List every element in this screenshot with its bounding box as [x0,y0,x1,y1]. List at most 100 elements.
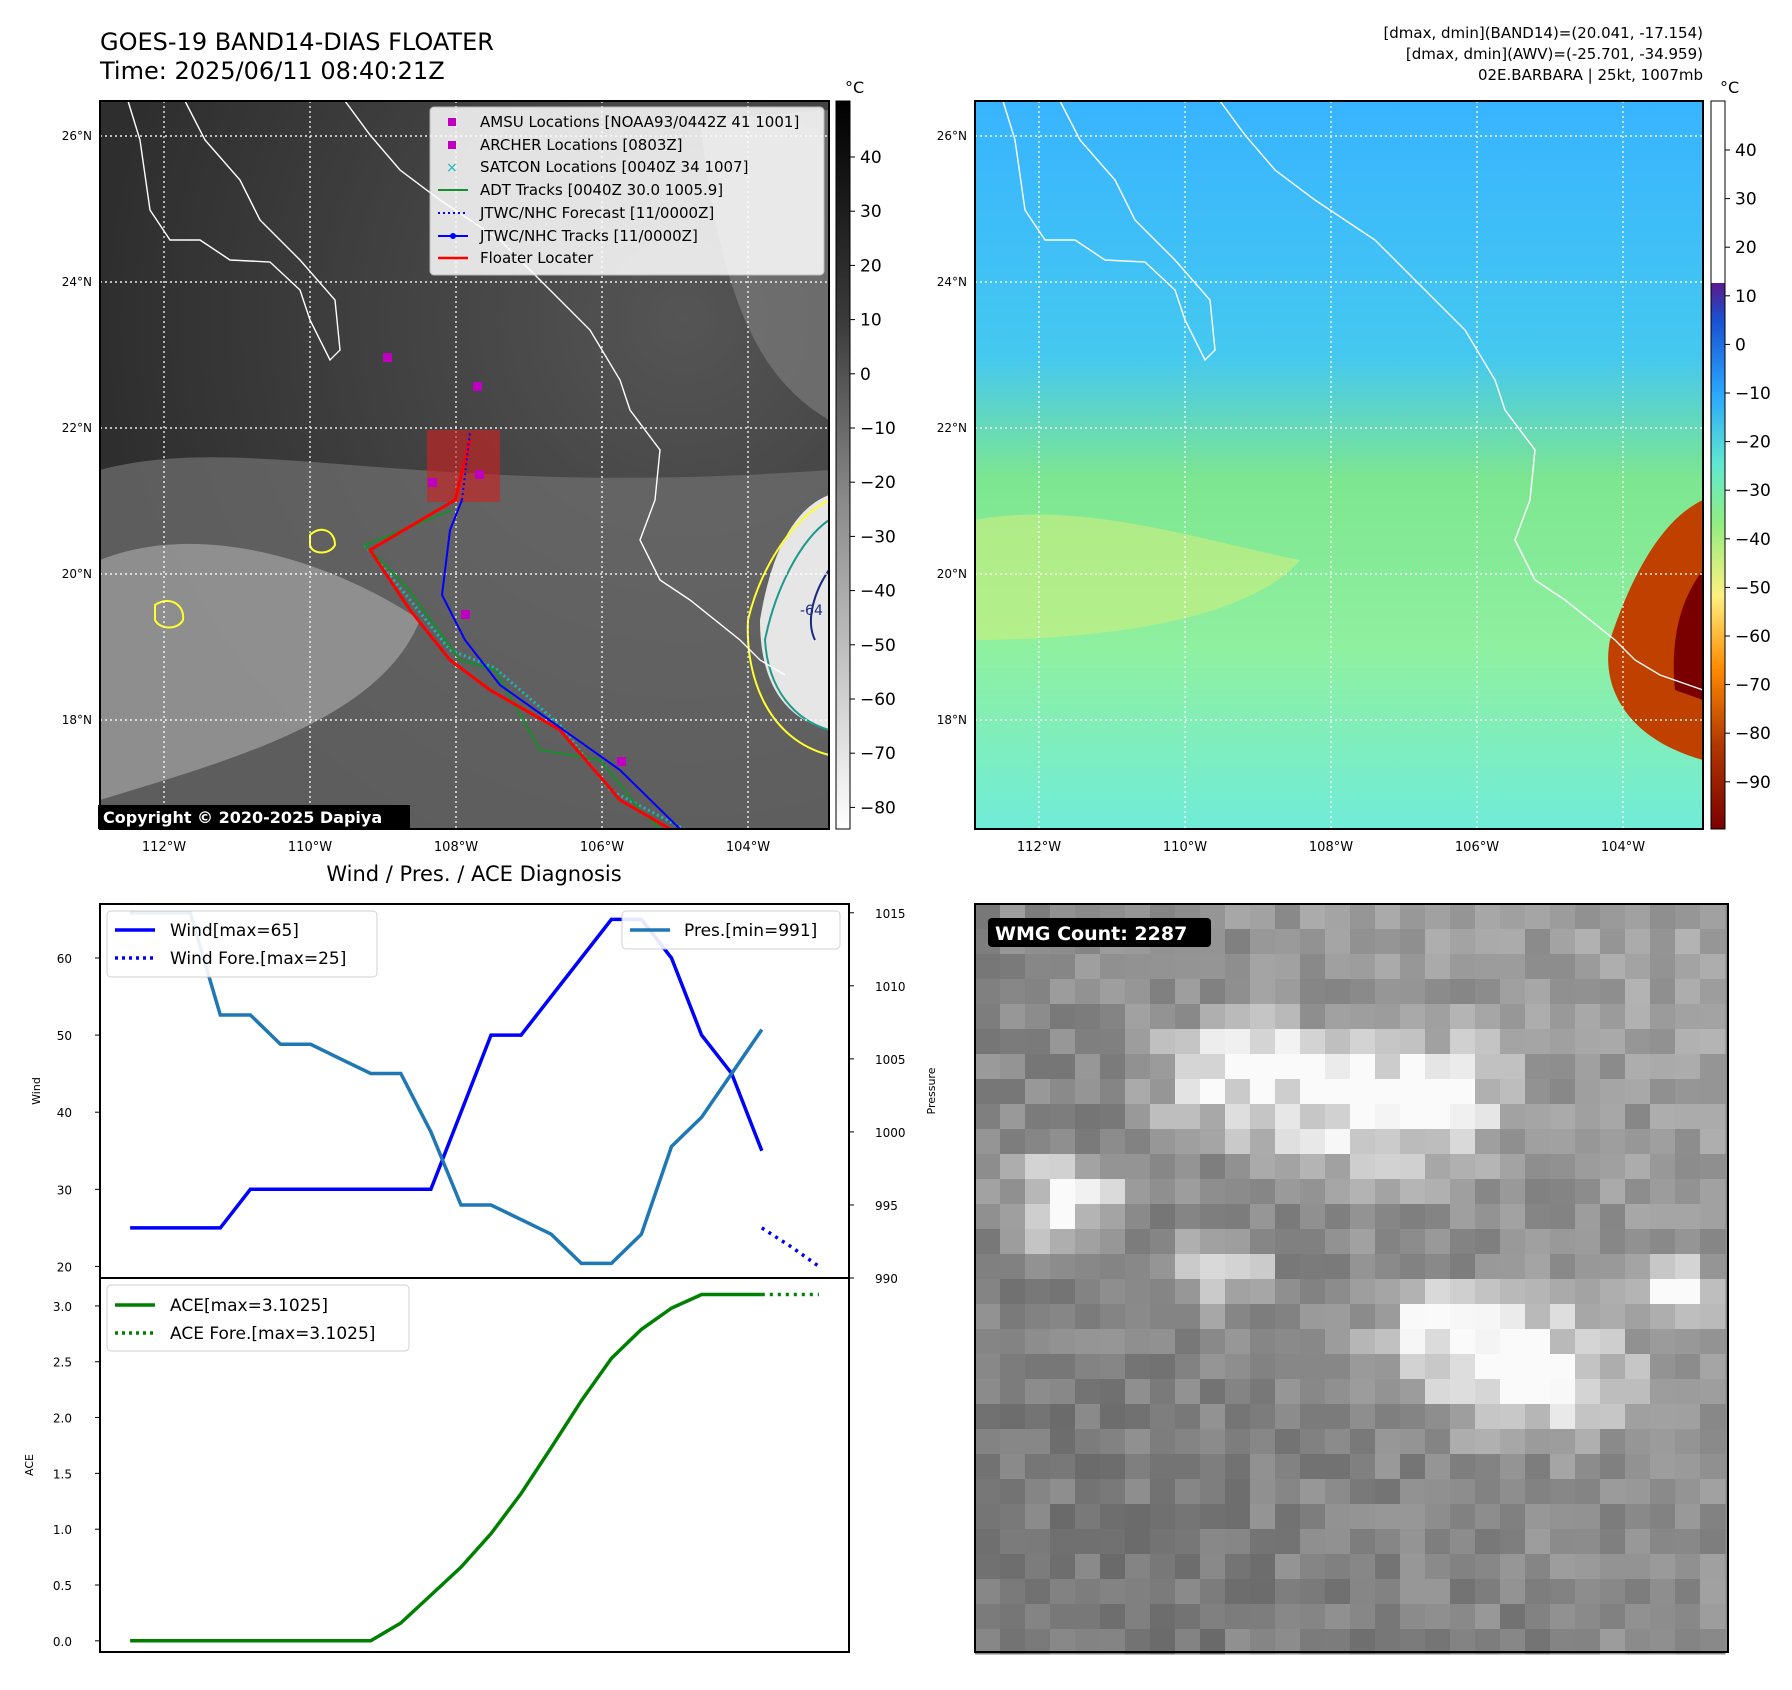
wmg-pixel [1200,1554,1226,1580]
pressure-legend: Pres.[min=991] [621,910,841,950]
wmg-pixel [1275,929,1301,955]
ace-axis-label: ACE [23,1454,36,1476]
wmg-pixel [1425,1229,1451,1255]
wmg-pixel [1375,1154,1401,1180]
wmg-pixel [1225,1479,1251,1505]
wmg-pixel [1375,979,1401,1005]
wmg-pixel [1175,1104,1201,1130]
legend-marker-archer [448,141,456,149]
wmg-pixel [1200,1479,1226,1505]
wmg-pixel [1675,1154,1701,1180]
wmg-pixel [1150,1254,1176,1280]
wmg-pixel [1100,1029,1126,1055]
wmg-pixel [1400,1404,1426,1430]
wmg-pixel [1400,1129,1426,1155]
legend-label-floater: Floater Locater [480,249,594,267]
ace-y-tick-label: 1.5 [53,1467,72,1481]
wmg-pixel [1600,1554,1626,1580]
wmg-pixel [1425,1054,1451,1080]
wmg-pixel [1350,1604,1376,1630]
wmg-pixel [1575,1154,1601,1180]
wmg-pixel [1175,1579,1201,1605]
wmg-pixel [1375,1629,1401,1655]
wmg-pixel [1175,1429,1201,1455]
wmg-pixel [1325,1079,1351,1105]
wv-lat-label-22: 22°N [937,421,967,435]
wmg-pixel [975,1354,1001,1380]
wmg-pixel [1350,1504,1376,1530]
wmg-pixel [1050,1629,1076,1655]
wind-y-tick-label: 50 [57,1029,72,1043]
wmg-pixel [1475,929,1501,955]
wmg-pixel [1075,979,1101,1005]
wmg-pixel [1100,1329,1126,1355]
wmg-pixel [1575,954,1601,980]
pressure-y-tick-label: 1015 [875,907,906,921]
wmg-pixel [1475,1179,1501,1205]
wmg-pixel [1200,1529,1226,1555]
wmg-pixel [1525,1154,1551,1180]
wmg-pixel [1075,1104,1101,1130]
wmg-pixel [1150,1354,1176,1380]
wmg-pixel [1025,1579,1051,1605]
wmg-pixel [1025,1079,1051,1105]
wmg-pixel [1200,1129,1226,1155]
wmg-pixel [1125,1104,1151,1130]
wmg-pixel [1325,1279,1351,1305]
ir-colorbar-tick-label: −10 [860,419,896,439]
wmg-pixel [1225,1454,1251,1480]
wmg-pixel [1100,1404,1126,1430]
wmg-pixel [1450,1379,1476,1405]
wmg-pixel [1525,1179,1551,1205]
wmg-pixel [1575,1379,1601,1405]
wmg-pixel [1650,1554,1676,1580]
wv-cold-tops [1608,500,1703,760]
wmg-pixel [1250,979,1276,1005]
wmg-pixel [1300,1179,1326,1205]
wmg-pixel [1475,1604,1501,1630]
wv-colorbar-tick-label: −30 [1735,481,1771,501]
wmg-pixel [1050,1604,1076,1630]
wmg-pixel [1300,1279,1326,1305]
ir-lat-label-22: 22°N [62,421,92,435]
wmg-pixel [1150,1154,1176,1180]
wmg-pixel [1050,1504,1076,1530]
wmg-pixel [1175,1254,1201,1280]
wmg-pixel [1000,1479,1026,1505]
wmg-pixel [1425,1354,1451,1380]
wmg-pixel [1250,1054,1276,1080]
wmg-pixel [1325,1379,1351,1405]
wmg-pixel [1450,1554,1476,1580]
wmg-pixel [1600,1454,1626,1480]
wmg-pixel [1525,1479,1551,1505]
wmg-pixel [1175,1229,1201,1255]
wmg-pixel [1050,1204,1076,1230]
wmg-pixel [975,1629,1001,1655]
wmg-pixel [975,1554,1001,1580]
wmg-pixel [1100,1154,1126,1180]
wmg-pixel [1000,1329,1026,1355]
wmg-pixel [1525,1029,1551,1055]
wmg-pixel [1425,1604,1451,1630]
wmg-pixel [1325,1604,1351,1630]
wmg-pixel [1425,1179,1451,1205]
wmg-pixel [1675,1254,1701,1280]
wmg-pixel [1250,1204,1276,1230]
wmg-pixel [1075,1029,1101,1055]
wmg-pixel [1575,1179,1601,1205]
wmg-pixel [1325,1304,1351,1330]
wmg-pixel [1325,1179,1351,1205]
wmg-pixel [1475,904,1501,930]
wmg-pixel [1550,1004,1576,1030]
wmg-pixel [1075,1354,1101,1380]
legend-label-ace-fore: ACE Fore.[max=3.1025] [170,1324,375,1344]
wmg-pixel [1100,1629,1126,1655]
wmg-pixel [1025,1604,1051,1630]
wmg-pixel [1525,1304,1551,1330]
wmg-pixel [1175,1179,1201,1205]
wmg-pixel [1200,1279,1226,1305]
wmg-pixel [1450,1404,1476,1430]
wmg-pixel [1650,954,1676,980]
wmg-pixel [1550,1504,1576,1530]
wmg-pixel [1400,904,1426,930]
